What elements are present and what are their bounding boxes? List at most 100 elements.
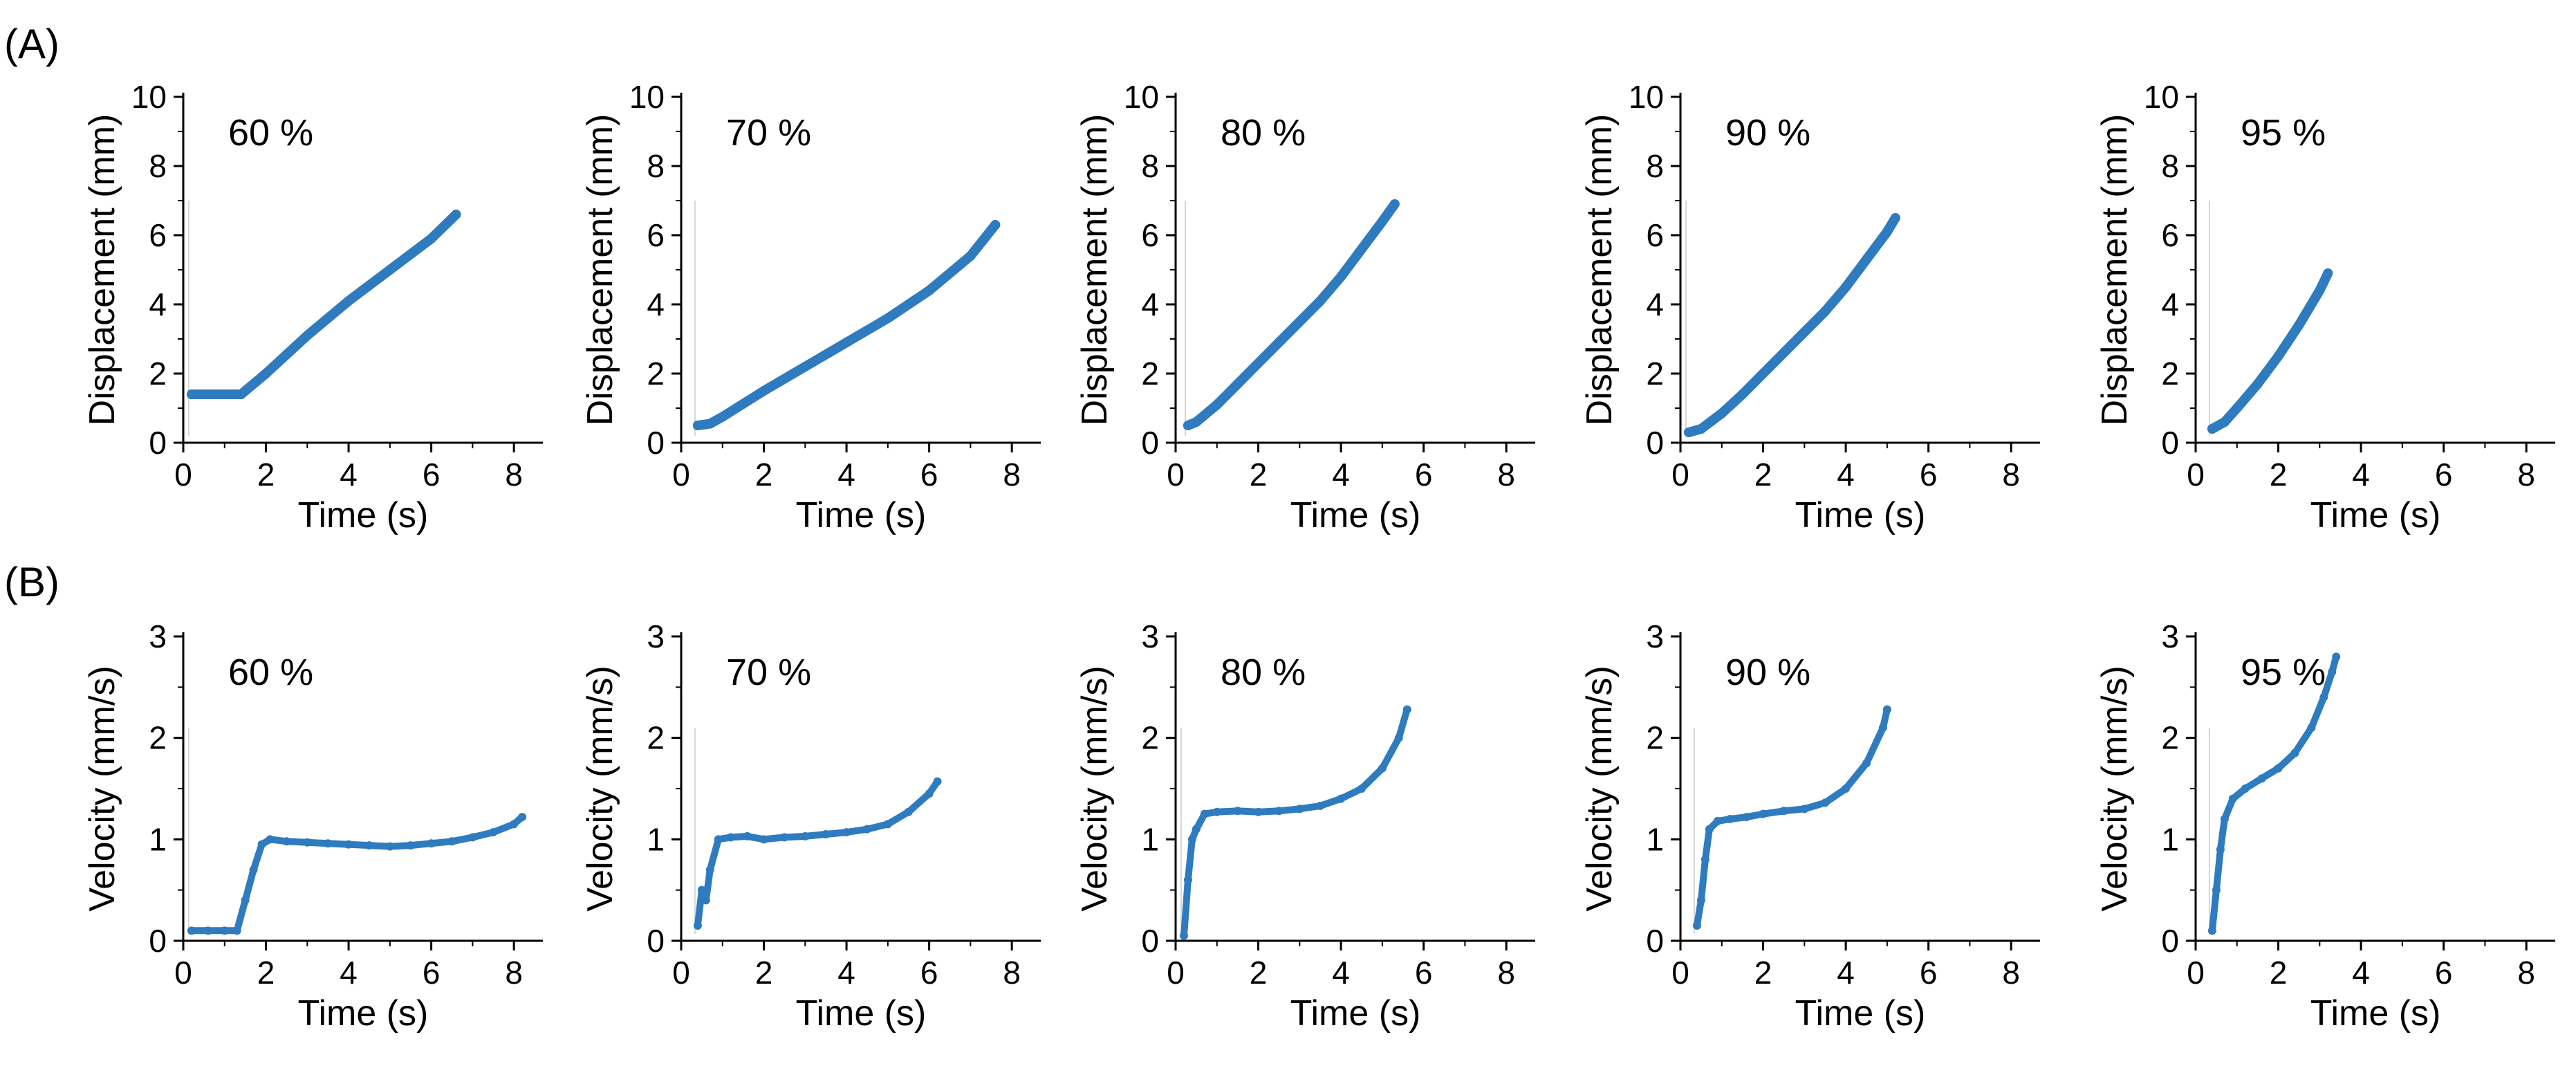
data-point bbox=[2207, 424, 2217, 434]
x-tick-label: 0 bbox=[2187, 955, 2205, 991]
data-point bbox=[1696, 424, 1706, 434]
y-axis-label: Displacement (mm) bbox=[82, 114, 122, 426]
y-tick-label: 2 bbox=[2161, 720, 2179, 756]
x-tick-label: 8 bbox=[2517, 955, 2535, 991]
x-axis-label: Time (s) bbox=[796, 495, 927, 535]
data-point bbox=[1742, 813, 1751, 822]
x-tick-label: 0 bbox=[1167, 457, 1185, 493]
data-point bbox=[447, 837, 456, 846]
y-tick-label: 1 bbox=[1646, 821, 1664, 857]
y-axis-label: Velocity (mm/s) bbox=[2095, 665, 2135, 911]
y-tick-label: 2 bbox=[1141, 720, 1159, 756]
data-point bbox=[1377, 217, 1387, 226]
data-point bbox=[705, 419, 715, 429]
data-point bbox=[198, 389, 209, 399]
data-point bbox=[1820, 306, 1831, 316]
chart-b-5: 0 2 4 6 8 0 1 2 3 Time (s) Velocity (mm/s) 95 % bbox=[2095, 618, 2555, 1033]
x-tick-label: 0 bbox=[2187, 457, 2205, 493]
chart-a-3: 0 2 4 6 8 0 2 4 6 8 10 Time (s) Displacement (mm) 80 … bbox=[1075, 79, 1535, 535]
chart-title: 60 % bbox=[228, 112, 313, 154]
x-tick-label: 6 bbox=[1920, 955, 1938, 991]
data-point bbox=[324, 839, 333, 848]
chart-a-4: 0 2 4 6 8 0 2 4 6 8 10 Time (s) Displacement (mm) 90 … bbox=[1579, 79, 2040, 535]
data-point bbox=[1713, 816, 1722, 825]
data-point bbox=[1878, 724, 1887, 732]
x-tick-label: 8 bbox=[1003, 457, 1021, 493]
data-point bbox=[1295, 805, 1304, 814]
x-tick-label: 8 bbox=[2002, 955, 2020, 991]
data-point bbox=[2232, 403, 2242, 413]
x-tick-label: 2 bbox=[2270, 955, 2288, 991]
x-tick-label: 8 bbox=[505, 457, 523, 493]
y-tick-label: 10 bbox=[1124, 79, 1159, 115]
x-tick-label: 6 bbox=[920, 457, 938, 493]
y-axis-label: Velocity (mm/s) bbox=[1075, 665, 1115, 911]
x-tick-label: 4 bbox=[1332, 457, 1350, 493]
y-tick-label: 8 bbox=[647, 148, 665, 184]
y-tick-label: 4 bbox=[2161, 286, 2179, 322]
panel-label-b: (B) bbox=[4, 559, 59, 605]
x-tick-label: 0 bbox=[1671, 457, 1689, 493]
data-point bbox=[406, 841, 415, 850]
data-point bbox=[2273, 351, 2283, 361]
x-tick-label: 4 bbox=[1837, 955, 1855, 991]
data-point bbox=[1701, 855, 1709, 864]
data-point bbox=[1183, 421, 1193, 430]
data-point bbox=[2307, 724, 2316, 732]
data-point bbox=[990, 220, 1001, 230]
x-axis-label: Time (s) bbox=[1795, 993, 1926, 1033]
y-axis-label: Velocity (mm/s) bbox=[580, 665, 620, 911]
y-axis-label: Displacement (mm) bbox=[1075, 114, 1115, 426]
x-tick-label: 2 bbox=[257, 955, 275, 991]
data-point bbox=[1842, 784, 1851, 793]
data-point bbox=[717, 412, 728, 422]
data-point bbox=[385, 842, 394, 851]
data-point bbox=[705, 865, 714, 874]
x-tick-label: 0 bbox=[672, 457, 690, 493]
data-point bbox=[1337, 794, 1346, 803]
y-tick-label: 4 bbox=[1646, 286, 1664, 322]
series-trace bbox=[1693, 706, 1891, 929]
series-trace bbox=[1684, 213, 1900, 437]
y-tick-label: 2 bbox=[1141, 356, 1159, 392]
data-point bbox=[1758, 369, 1768, 378]
series-trace bbox=[694, 778, 941, 929]
x-axis-label: Time (s) bbox=[2310, 495, 2441, 535]
x-tick-label: 0 bbox=[1167, 955, 1185, 991]
chart-title: 95 % bbox=[2241, 112, 2326, 154]
y-tick-label: 3 bbox=[2161, 618, 2179, 654]
data-point bbox=[2315, 286, 2325, 295]
x-tick-label: 4 bbox=[1332, 955, 1350, 991]
y-tick-label: 2 bbox=[1646, 720, 1664, 756]
x-axis-label: Time (s) bbox=[796, 993, 927, 1033]
x-tick-label: 2 bbox=[257, 457, 275, 493]
x-axis-label: Time (s) bbox=[298, 495, 429, 535]
data-point bbox=[1212, 807, 1221, 816]
chart-b-3: 0 2 4 6 8 0 1 2 3 Time (s) Velocity (mm/s) 80 % bbox=[1075, 618, 1535, 1033]
data-point bbox=[933, 777, 942, 786]
data-point bbox=[1179, 931, 1188, 940]
data-point bbox=[759, 835, 768, 844]
y-tick-label: 2 bbox=[1646, 356, 1664, 392]
data-point bbox=[1315, 296, 1326, 306]
data-point bbox=[800, 362, 810, 371]
x-tick-label: 2 bbox=[2270, 457, 2288, 493]
x-tick-label: 8 bbox=[1497, 955, 1515, 991]
data-point bbox=[2212, 885, 2221, 894]
y-tick-label: 4 bbox=[1141, 286, 1159, 322]
data-point bbox=[1759, 809, 1768, 818]
data-point bbox=[882, 313, 893, 323]
panel-label-a: (A) bbox=[4, 21, 59, 67]
x-tick-label: 2 bbox=[755, 955, 773, 991]
data-point bbox=[1357, 784, 1366, 793]
data-point bbox=[1394, 733, 1403, 742]
y-axis-label: Displacement (mm) bbox=[2095, 114, 2135, 426]
data-point bbox=[489, 828, 498, 837]
data-point bbox=[1882, 227, 1892, 237]
y-tick-label: 0 bbox=[647, 425, 665, 461]
data-point bbox=[2228, 794, 2237, 803]
data-point bbox=[518, 813, 527, 822]
data-point bbox=[2294, 320, 2304, 330]
x-axis-label: Time (s) bbox=[298, 993, 429, 1033]
chart-title: 95 % bbox=[2241, 652, 2326, 693]
